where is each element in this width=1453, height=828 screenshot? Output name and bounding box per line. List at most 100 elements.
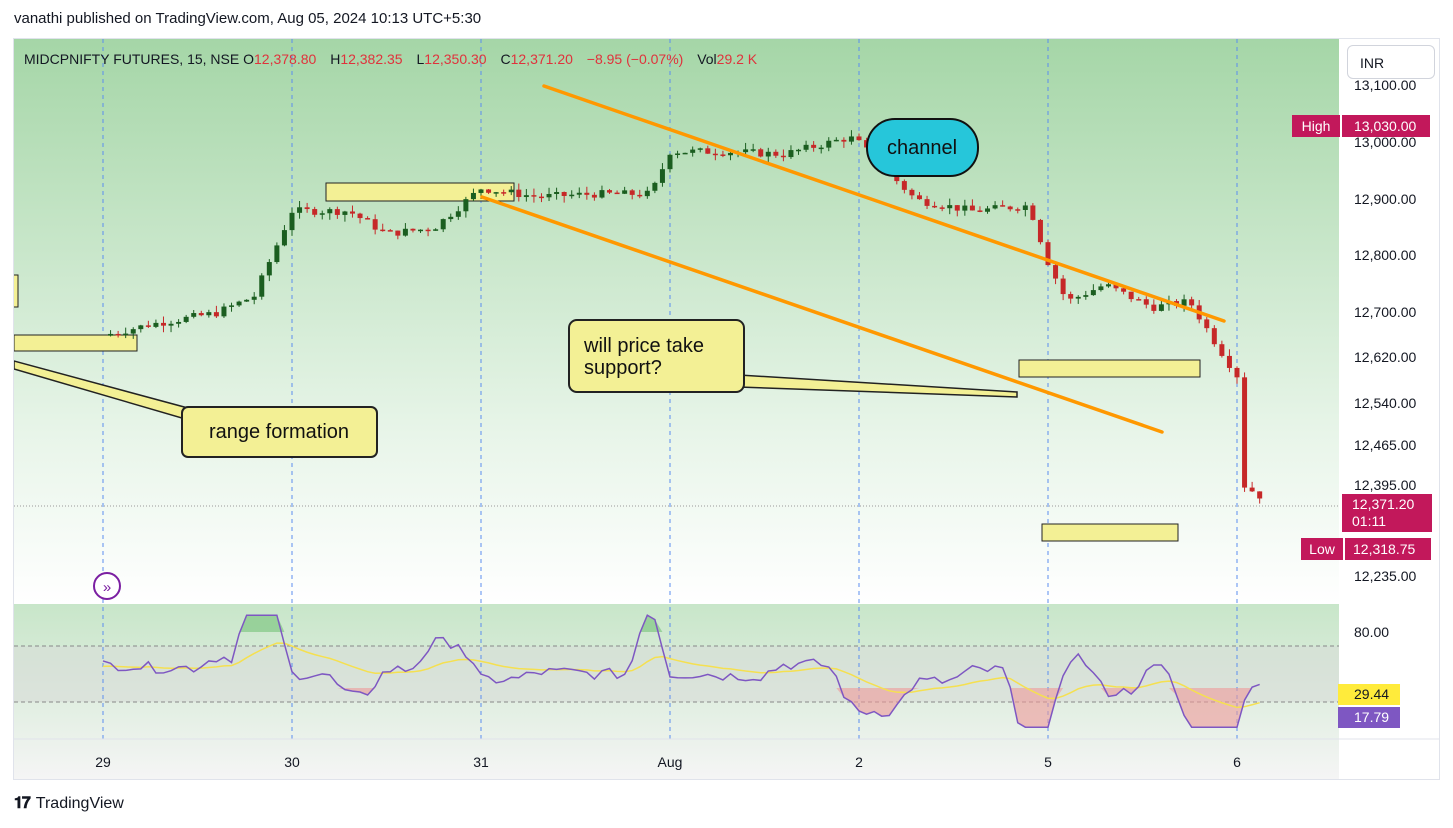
candle-up [848, 136, 854, 142]
candle-up [236, 301, 242, 306]
candle-down [1143, 299, 1149, 305]
chart-panel[interactable]: range formation channel will price take … [13, 38, 1440, 780]
candle-down [410, 228, 416, 231]
ohlc-legend: MIDCPNIFTY FUTURES, 15, NSE O12,378.80 H… [24, 51, 758, 67]
candle-down [614, 192, 620, 195]
candle-down [591, 194, 597, 198]
rsi-band [14, 646, 1339, 702]
candle-down [712, 153, 718, 156]
candle-up [418, 229, 424, 232]
price-axis-label: 13,000.00 [1354, 134, 1417, 150]
rsi-ma-line [102, 642, 1260, 709]
symbol-label[interactable]: MIDCPNIFTY FUTURES, 15, NSE [24, 51, 240, 67]
candle-up [554, 192, 560, 194]
candle-down [334, 209, 340, 215]
candle-up [576, 192, 582, 195]
close-value: 12,371.20 [510, 51, 573, 67]
candle-up [962, 205, 968, 211]
support-callout-line1: will price take [583, 335, 704, 357]
candle-down [916, 195, 922, 200]
last-price-tag: 12,371.20 01:11 [1342, 494, 1432, 532]
candle-up [123, 333, 129, 336]
channel-upper-line[interactable] [542, 84, 1226, 323]
candle-down [924, 199, 930, 206]
candle-down [1113, 284, 1119, 289]
candle-up [176, 321, 182, 324]
candle-down [1045, 242, 1051, 266]
last-price-value: 12,371.20 [1352, 496, 1415, 512]
low-tag-value: 12,318.75 [1345, 538, 1431, 560]
candle-up [833, 139, 839, 142]
candle-down [1226, 355, 1232, 368]
candle-down [380, 229, 386, 232]
candle-down [811, 144, 817, 148]
channel-callout[interactable] [866, 118, 979, 177]
candle-up [652, 182, 658, 191]
candle-up [659, 169, 665, 183]
candle-down [1060, 278, 1066, 295]
candle-up [281, 230, 287, 246]
bar-countdown: 01:11 [1352, 513, 1386, 529]
candle-up [440, 219, 446, 230]
candle-down [387, 230, 393, 232]
candle-down [856, 136, 862, 141]
candle-up [266, 262, 272, 276]
candle-down [213, 312, 219, 317]
support-zone-box[interactable] [1018, 359, 1201, 378]
time-axis-label: 5 [1044, 754, 1052, 770]
candle-up [947, 205, 953, 209]
candle-down [1121, 288, 1127, 292]
brand-name: TradingView [35, 795, 124, 812]
candle-up [342, 211, 348, 215]
consolidation-zone-box[interactable] [325, 182, 515, 202]
candle-down [145, 325, 151, 327]
channel-lower-line[interactable] [480, 195, 1164, 434]
candle-up [675, 153, 681, 155]
chart-canvas[interactable]: range formation channel will price take … [14, 39, 1440, 780]
candle-up [229, 305, 235, 307]
range-callout[interactable] [181, 406, 378, 458]
candle-up [433, 229, 439, 231]
replay-icon[interactable] [93, 572, 121, 600]
candle-down [1068, 294, 1074, 299]
demand-zone-box[interactable] [1041, 523, 1179, 542]
candle-up [796, 149, 802, 152]
candle-down [1053, 265, 1059, 279]
time-axis-label: 6 [1233, 754, 1241, 770]
candle-down [486, 189, 492, 193]
candle-down [637, 194, 643, 197]
candle-down [705, 148, 711, 154]
range-callout-text: range formation [209, 421, 349, 443]
currency-selector[interactable]: INR [1347, 45, 1435, 79]
candle-down [1234, 367, 1240, 378]
price-axis-label: 12,700.00 [1354, 304, 1417, 320]
candle-down [349, 211, 355, 214]
candle-down [954, 205, 960, 211]
candle-down [780, 155, 786, 158]
high-value: 12,382.35 [340, 51, 403, 67]
support-callout[interactable] [568, 319, 745, 393]
candle-down [841, 139, 847, 142]
price-axis-label: 12,620.00 [1354, 349, 1417, 366]
change-value: −8.95 (−0.07%) [586, 51, 684, 67]
price-axis-label: 12,540.00 [1354, 394, 1417, 411]
publish-credit: vanathi published on TradingView.com, Au… [14, 10, 482, 27]
candle-up [803, 144, 809, 150]
candle-up [259, 275, 265, 297]
candle-down [607, 190, 613, 193]
candle-up [1083, 295, 1089, 297]
time-axis-label: 2 [855, 754, 863, 770]
candle-up [1090, 290, 1096, 296]
range-zone-box[interactable] [14, 334, 138, 352]
candle-down [1015, 209, 1021, 211]
candle-up [478, 189, 484, 193]
candle-up [455, 211, 461, 217]
candle-down [1037, 219, 1043, 243]
tradingview-logo[interactable]: 𝟏𝟕 TradingView [14, 795, 124, 813]
candle-up [1098, 286, 1104, 291]
candle-up [297, 207, 303, 213]
candle-down [939, 207, 945, 209]
candle-down [901, 181, 907, 190]
candle-down [1242, 377, 1248, 488]
candle-down [584, 192, 590, 195]
